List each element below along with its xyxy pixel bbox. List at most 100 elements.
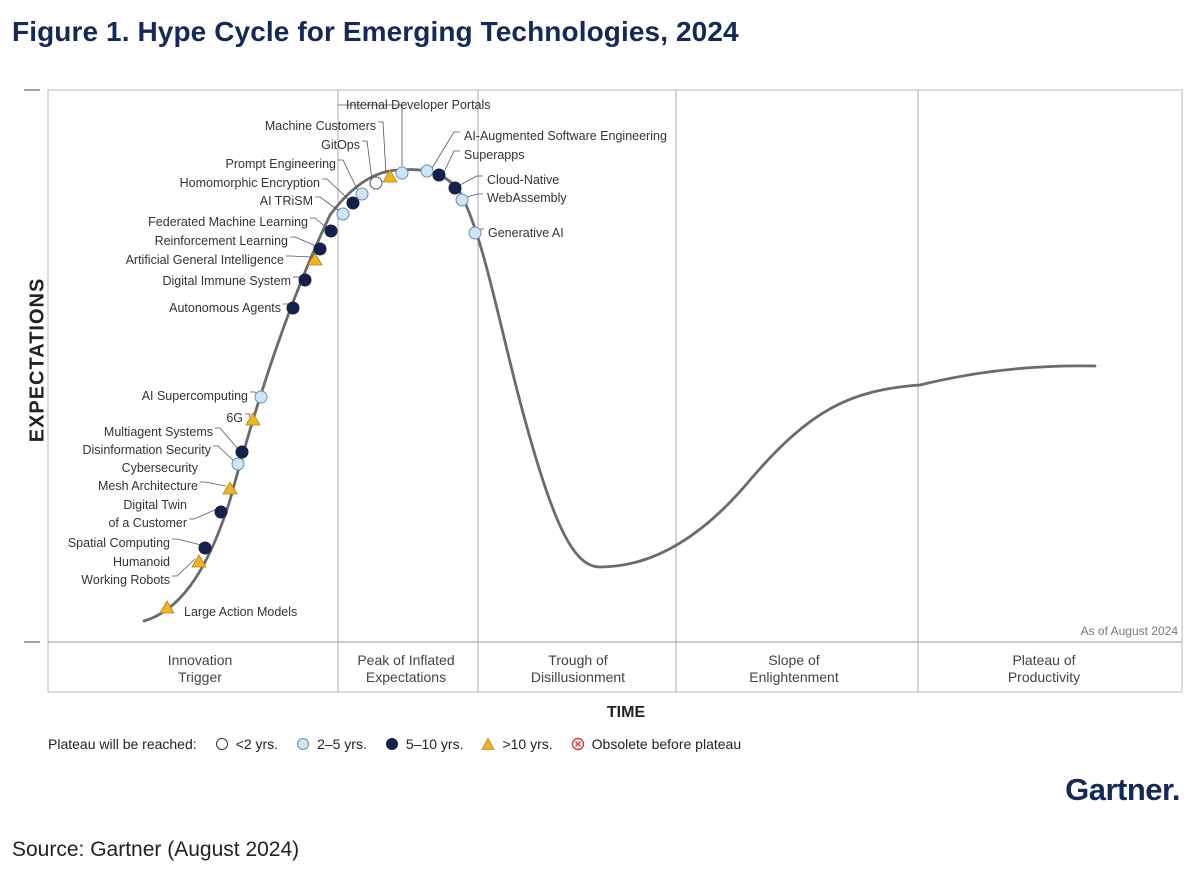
circle-marker xyxy=(455,193,469,207)
technology-prompt-engineering: Prompt Engineering xyxy=(226,157,369,201)
technology-large-action-models: Large Action Models xyxy=(159,600,297,619)
technology-label: WebAssembly xyxy=(487,191,567,205)
y-axis-label: EXPECTATIONS xyxy=(26,277,49,443)
gartner-logo: Gartner. xyxy=(1065,772,1180,807)
chart-frame xyxy=(24,89,1183,693)
white-circle-icon xyxy=(215,738,228,750)
technology-webassembly: WebAssembly xyxy=(455,191,567,207)
leader-line xyxy=(459,175,483,186)
red-x-circle-icon xyxy=(571,737,584,751)
legend: Plateau will be reached: <2 yrs. 2–5 yrs… xyxy=(48,736,741,752)
phase-innovation-trigger: Innovation Trigger xyxy=(167,652,233,685)
phase-peak-of-inflated-expectations: Peak of Inflated Expectations xyxy=(357,652,455,685)
technology-label: Homomorphic Encryption xyxy=(180,176,320,190)
technology-label: Digital Immune System xyxy=(162,274,291,288)
hype-cycle-chart: Large Action Models Humanoid Working Robot… xyxy=(24,89,1183,693)
triangle-marker xyxy=(382,169,398,183)
technology-label: Multiagent Systems xyxy=(104,425,213,439)
circle-marker xyxy=(432,168,446,182)
legend-item-obsolete: Obsolete before plateau xyxy=(571,736,741,752)
circle-marker xyxy=(355,187,369,201)
legend-item-lt2: <2 yrs. xyxy=(215,736,278,752)
technology-label: Artificial General Intelligence xyxy=(126,253,284,267)
legend-item-2to5: 2–5 yrs. xyxy=(296,736,367,752)
technology-federated-machine-learning: Federated Machine Learning xyxy=(148,215,338,238)
legend-label: >10 yrs. xyxy=(502,736,553,752)
leader-line xyxy=(315,196,340,212)
technology-label: Superapps xyxy=(464,148,524,162)
circle-marker xyxy=(395,166,409,180)
legend-label: <2 yrs. xyxy=(235,736,279,752)
technology-label: Disinformation Security xyxy=(82,443,211,457)
leader-line xyxy=(172,558,196,577)
phase-plateau-of-productivity: Plateau of Productivity xyxy=(1007,652,1081,685)
technology-homomorphic-encryption: Homomorphic Encryption xyxy=(180,176,360,210)
technology-label: Digital Twin of a Customer xyxy=(108,498,187,530)
technology-label: Spatial Computing xyxy=(68,536,170,550)
leader-line xyxy=(378,121,387,175)
light-blue-circle-icon xyxy=(297,738,310,750)
technology-disinformation-security: Disinformation Security xyxy=(82,443,245,471)
technology-cloud-native: Cloud-Native xyxy=(448,173,559,195)
technology-label: 6G xyxy=(226,411,243,425)
leader-line xyxy=(200,481,227,487)
phase-slope-of-enlightenment: Slope of Enlightenment xyxy=(749,652,839,685)
x-axis-label: TIME xyxy=(606,704,646,721)
technology-machine-customers: Machine Customers xyxy=(265,119,398,183)
technology-internal-developer-portals: Internal Developer Portals xyxy=(338,98,491,180)
technology-label: Prompt Engineering xyxy=(226,157,337,171)
technology-label: Large Action Models xyxy=(184,605,297,619)
leader-line xyxy=(443,150,460,173)
source-note: Source: Gartner (August 2024) xyxy=(12,838,300,861)
circle-marker xyxy=(298,273,312,287)
leader-line xyxy=(172,538,202,546)
dark-blue-circle-icon xyxy=(385,738,398,750)
leader-line xyxy=(189,508,218,520)
technology-label: AI-Augmented Software Engineering xyxy=(464,129,667,143)
legend-item-gt10: >10 yrs. xyxy=(481,736,553,752)
technology-label: Internal Developer Portals xyxy=(346,98,491,112)
legend-label: 2–5 yrs. xyxy=(317,736,367,752)
leader-line xyxy=(431,131,460,169)
circle-marker xyxy=(198,541,212,555)
circle-marker xyxy=(231,457,245,471)
legend-title: Plateau will be reached: xyxy=(48,736,197,752)
triangle-marker xyxy=(191,554,207,568)
circle-marker xyxy=(286,301,300,315)
triangle-marker xyxy=(245,412,261,426)
triangle-marker xyxy=(222,481,238,495)
legend-label: 5–10 yrs. xyxy=(405,736,464,752)
technology-6g: 6G xyxy=(226,411,261,426)
technology-label: Humanoid Working Robots xyxy=(81,555,170,587)
technology-reinforcement-learning: Reinforcement Learning xyxy=(155,234,327,256)
leader-line xyxy=(362,140,373,181)
technology-label: Cloud-Native xyxy=(487,173,559,187)
technology-label: Reinforcement Learning xyxy=(155,234,288,248)
legend-label: Obsolete before plateau xyxy=(591,736,742,752)
technology-gitops: GitOps xyxy=(321,138,383,190)
technology-label: Machine Customers xyxy=(265,119,376,133)
phase-trough-of-disillusionment: Trough of Disillusionment xyxy=(530,652,626,685)
circle-marker xyxy=(324,224,338,238)
leader-line xyxy=(466,193,483,198)
leader-line xyxy=(338,159,359,192)
technology-multiagent-systems: Multiagent Systems xyxy=(104,425,249,459)
technology-label: Federated Machine Learning xyxy=(148,215,308,229)
circle-marker xyxy=(313,242,327,256)
technology-ai-augmented-software-engineering: AI-Augmented Software Engineering xyxy=(420,129,667,178)
technology-humanoid-working-robots: Humanoid Working Robots xyxy=(81,554,207,587)
triangle-marker xyxy=(159,600,175,614)
technology-digital-twin-of-a-customer: Digital Twin of a Customer xyxy=(108,498,228,530)
as-of-date: As of August 2024 xyxy=(1080,624,1178,638)
triangle-marker xyxy=(307,252,323,266)
legend-item-5to10: 5–10 yrs. xyxy=(385,736,464,752)
circle-marker xyxy=(254,390,268,404)
circle-marker xyxy=(369,176,383,190)
technology-spatial-computing: Spatial Computing xyxy=(68,536,212,555)
technology-ai-supercomputing: AI Supercomputing xyxy=(142,389,268,404)
technology-label: Cybersecurity Mesh Architecture xyxy=(98,461,199,493)
technology-label: Generative AI xyxy=(488,226,564,240)
leader-line xyxy=(322,178,350,201)
circle-marker xyxy=(346,196,360,210)
figure-title: Figure 1. Hype Cycle for Emerging Techno… xyxy=(12,16,739,47)
